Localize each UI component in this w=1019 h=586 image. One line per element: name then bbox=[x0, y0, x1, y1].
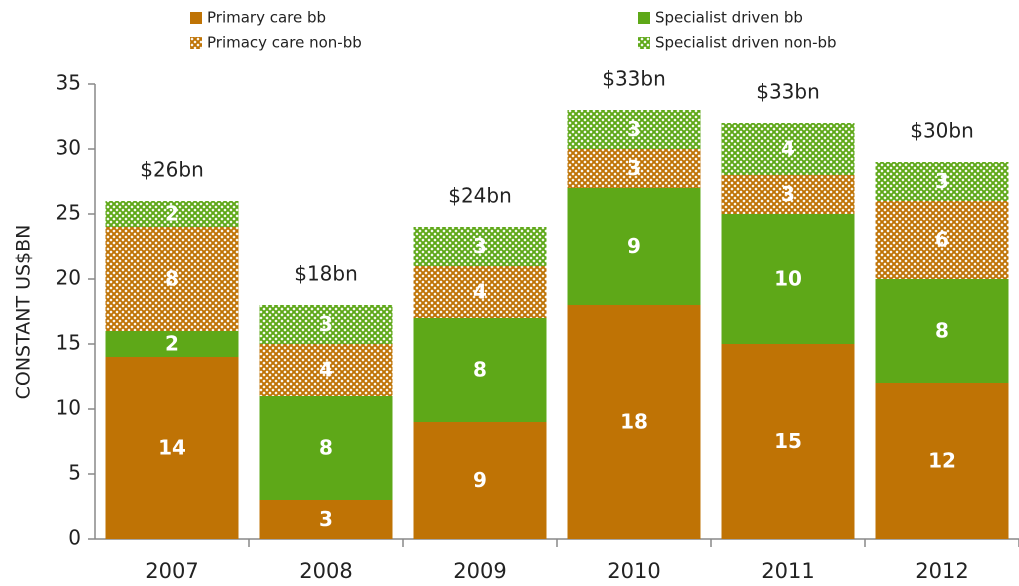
data-label: 8 bbox=[473, 358, 487, 382]
data-label: 8 bbox=[165, 267, 179, 291]
bar-segment bbox=[259, 396, 393, 500]
bar-segment bbox=[105, 357, 239, 539]
data-label: 14 bbox=[158, 436, 186, 460]
x-tick-label: 2007 bbox=[145, 559, 198, 583]
bar-segment bbox=[721, 344, 855, 539]
data-label: 2 bbox=[165, 202, 179, 226]
y-tick-label: 0 bbox=[68, 526, 81, 550]
bar-segment bbox=[259, 500, 393, 539]
legend-swatch bbox=[638, 37, 650, 49]
y-tick-label: 20 bbox=[56, 266, 81, 290]
data-label: 12 bbox=[928, 449, 956, 473]
data-label: 4 bbox=[473, 280, 487, 304]
total-label: $33bn bbox=[602, 67, 666, 91]
data-label: 3 bbox=[319, 312, 333, 336]
legend-label: Primary care bb bbox=[207, 9, 326, 27]
total-label: $30bn bbox=[910, 119, 974, 143]
data-label: 8 bbox=[319, 436, 333, 460]
y-tick-label: 35 bbox=[56, 71, 81, 95]
x-tick-label: 2008 bbox=[299, 559, 352, 583]
total-label: $26bn bbox=[140, 158, 204, 182]
data-label: 3 bbox=[781, 182, 795, 206]
data-label: 4 bbox=[781, 137, 795, 161]
bar-segment bbox=[567, 149, 701, 188]
data-label: 4 bbox=[319, 358, 333, 382]
y-tick-label: 15 bbox=[56, 331, 81, 355]
total-label: $33bn bbox=[756, 80, 820, 104]
data-label: 2 bbox=[165, 332, 179, 356]
legend-label: Specialist driven non-bb bbox=[655, 34, 837, 52]
y-tick-label: 25 bbox=[56, 201, 81, 225]
data-label: 3 bbox=[319, 507, 333, 531]
y-tick-label: 30 bbox=[56, 136, 81, 160]
legend-swatch bbox=[190, 37, 202, 49]
bar-segment bbox=[105, 201, 239, 227]
bar-segment bbox=[567, 188, 701, 305]
bar-segment bbox=[567, 305, 701, 539]
data-label: 9 bbox=[627, 234, 641, 258]
bar-segment bbox=[875, 201, 1009, 279]
bar-segment bbox=[105, 227, 239, 331]
total-label: $18bn bbox=[294, 262, 358, 286]
bar-segment bbox=[413, 227, 547, 266]
bar-segment bbox=[875, 279, 1009, 383]
legend-label: Specialist driven bb bbox=[655, 9, 803, 27]
bar-segment bbox=[721, 214, 855, 344]
bar-segment bbox=[721, 175, 855, 214]
bar-segment bbox=[567, 110, 701, 149]
y-axis-label: CONSTANT US$BN bbox=[13, 225, 35, 400]
bar-segment bbox=[875, 383, 1009, 539]
data-label: 9 bbox=[473, 468, 487, 492]
bar-segment bbox=[413, 422, 547, 539]
bar-segment bbox=[413, 266, 547, 318]
total-label: $24bn bbox=[448, 184, 512, 208]
data-label: 10 bbox=[774, 267, 802, 291]
x-tick-label: 2012 bbox=[915, 559, 968, 583]
x-tick-label: 2010 bbox=[607, 559, 660, 583]
y-tick-label: 5 bbox=[68, 461, 81, 485]
y-tick-label: 10 bbox=[56, 396, 81, 420]
legend-label: Primacy care non-bb bbox=[207, 34, 362, 52]
bar-segment bbox=[105, 331, 239, 357]
bar-segment bbox=[413, 318, 547, 422]
x-tick-label: 2011 bbox=[761, 559, 814, 583]
data-label: 15 bbox=[774, 429, 802, 453]
bar-segment bbox=[259, 305, 393, 344]
bar-segment bbox=[721, 123, 855, 175]
data-label: 18 bbox=[620, 410, 648, 434]
bar-segment bbox=[259, 344, 393, 396]
data-label: 3 bbox=[627, 117, 641, 141]
x-tick-label: 2009 bbox=[453, 559, 506, 583]
legend-swatch bbox=[190, 12, 202, 24]
data-label: 8 bbox=[935, 319, 949, 343]
data-label: 6 bbox=[935, 228, 949, 252]
data-label: 3 bbox=[473, 234, 487, 258]
data-label: 3 bbox=[935, 169, 949, 193]
bar-segment bbox=[875, 162, 1009, 201]
data-label: 3 bbox=[627, 156, 641, 180]
legend-swatch bbox=[638, 12, 650, 24]
